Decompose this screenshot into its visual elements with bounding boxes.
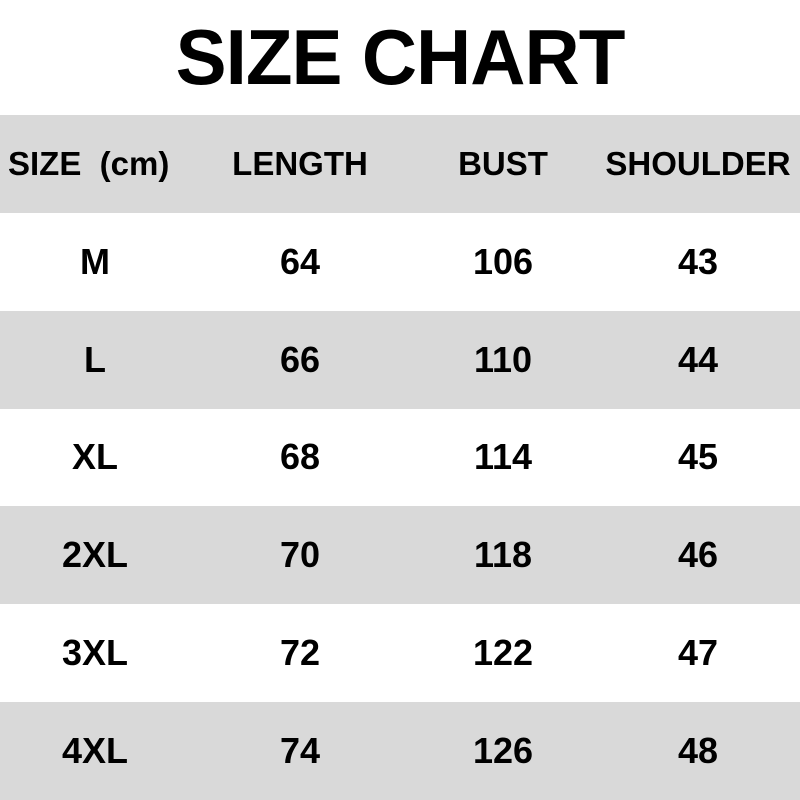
cell-shoulder: 47 bbox=[677, 632, 719, 674]
cell-size: 2XL bbox=[61, 534, 129, 576]
header-cell-shoulder: SHOULDER bbox=[605, 144, 791, 182]
page-title: SIZE CHART bbox=[175, 13, 626, 101]
header-cell-length: LENGTH bbox=[232, 144, 368, 182]
cell-bust: 106 bbox=[472, 240, 534, 282]
cell-length: 72 bbox=[279, 632, 321, 674]
cell-size: M bbox=[80, 240, 110, 282]
table-header-row: SIZE (cm) LENGTH BUST SHOULDER bbox=[0, 115, 800, 213]
cell-bust: 118 bbox=[473, 534, 533, 576]
table-row-4xl: 4XL 74 126 48 bbox=[0, 702, 800, 800]
cell-shoulder: 48 bbox=[677, 730, 719, 772]
table-row-3xl: 3XL 72 122 47 bbox=[0, 604, 800, 703]
cell-shoulder: 46 bbox=[677, 534, 719, 576]
cell-size: XL bbox=[71, 436, 118, 478]
table-row-2xl: 2XL 70 118 46 bbox=[0, 506, 800, 605]
cell-bust: 122 bbox=[472, 632, 534, 674]
cell-size: 3XL bbox=[61, 632, 129, 674]
table-row-xl: XL 68 114 45 bbox=[0, 408, 800, 507]
cell-shoulder: 43 bbox=[677, 240, 719, 282]
header-cell-size: SIZE (cm) bbox=[8, 144, 170, 182]
cell-bust: 114 bbox=[473, 436, 533, 478]
cell-shoulder: 45 bbox=[677, 436, 719, 478]
cell-length: 68 bbox=[279, 436, 321, 478]
cell-size: L bbox=[84, 338, 106, 380]
size-table: SIZE (cm) LENGTH BUST SHOULDER M 64 106 … bbox=[0, 115, 800, 800]
cell-bust: 126 bbox=[472, 730, 534, 772]
cell-length: 66 bbox=[279, 338, 321, 380]
table-row-m: M 64 106 43 bbox=[0, 212, 800, 311]
title-block: SIZE CHART bbox=[0, 0, 800, 115]
cell-length: 70 bbox=[279, 534, 321, 576]
cell-shoulder: 44 bbox=[677, 338, 719, 380]
cell-length: 64 bbox=[279, 240, 321, 282]
cell-length: 74 bbox=[279, 730, 321, 772]
cell-bust: 110 bbox=[473, 338, 533, 380]
header-cell-bust: BUST bbox=[458, 144, 548, 182]
table-row-l: L 66 110 44 bbox=[0, 310, 800, 409]
cell-size: 4XL bbox=[61, 730, 129, 772]
